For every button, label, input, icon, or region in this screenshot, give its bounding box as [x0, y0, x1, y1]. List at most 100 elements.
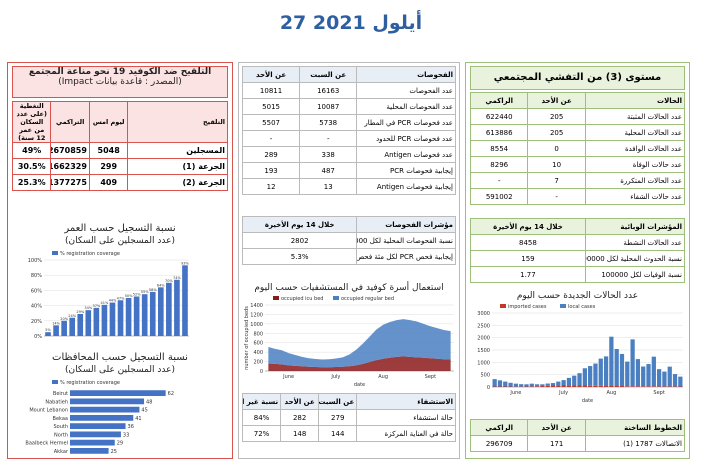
bar [77, 313, 84, 336]
value-label: 36 [128, 424, 134, 430]
chart-title: استعمال أسرة كوفيد في المستشفيات حسب الي… [254, 283, 444, 293]
value-label: 20% [60, 317, 68, 321]
y-tick-label: 400 [253, 350, 263, 356]
table-cell: 0 [527, 140, 586, 157]
table-cell: عدد فحوصات Antigen [356, 146, 456, 163]
table-row: المسجلين 5048 2670859 49% [11, 142, 228, 159]
bar-segment [577, 385, 582, 387]
table-cell: 10087 [299, 98, 358, 115]
bar [70, 423, 126, 430]
outbreak-title: مستوى (3) من التفشي المجتمعي [470, 66, 685, 90]
y-tick-label: Nabatieh [45, 399, 68, 405]
bar-segment [572, 375, 577, 386]
bar-segment [657, 386, 662, 387]
table-cell: التغطية (على عدد السكان من عمر 12 سنة) [11, 101, 52, 143]
x-axis-label: date [354, 382, 365, 387]
bar [70, 431, 121, 438]
table-cell: عدد فحوصات PCR في المطار [356, 114, 456, 131]
bar-segment [556, 385, 561, 387]
table-cell: 279 [318, 409, 358, 426]
table: الفحوصات عن السبت عن الأحد عدد الفحوصات 1616… [241, 66, 456, 195]
table-row: عدد فحوصات Antigen 338 289 [241, 146, 456, 163]
bar-segment [561, 385, 566, 387]
bar-segment [603, 356, 609, 387]
bar [53, 325, 59, 336]
table-row: مؤشرات الفحوصات خلال 14 يوم الأخيرة [241, 216, 456, 233]
table-cell: 148 [280, 425, 320, 442]
table-cell: عدد الحالات المحلية [584, 124, 686, 141]
bar-segment [561, 380, 566, 386]
bar [125, 298, 132, 336]
table-cell: 10 [527, 156, 586, 173]
bar [70, 390, 166, 397]
table-cell: الجرعة (1) [127, 158, 228, 175]
value-label: 37% [92, 304, 100, 308]
bar-segment [577, 373, 582, 386]
bar-segment [614, 349, 619, 387]
bar-segment [545, 383, 550, 386]
bar-segment [513, 383, 518, 387]
value-label: 58% [149, 288, 157, 292]
table-cell: 72% [241, 425, 282, 442]
table-cell: عن الأحد [241, 66, 301, 83]
table-cell: عدد الحالات الوافدة [584, 140, 686, 157]
table-cell: 30.5% [11, 158, 52, 175]
table-cell: عدد حالات الوفاة [584, 156, 686, 173]
table-row: حالة في العناية المركزة 144 148 72% [241, 425, 456, 442]
table-cell: نسبة الوفيات لكل 100000 [584, 266, 686, 283]
y-tick-label: 3000 [477, 311, 490, 317]
governorate-chart: % registration coverage Beirut 62 Nabatieh 4… [25, 380, 174, 455]
table-row: عدد فحوصات PCR للحدود - - [241, 130, 456, 147]
bar-segment [641, 386, 646, 387]
table-cell: عن السبت [318, 393, 358, 410]
table-cell: عن الأحد [527, 419, 586, 436]
table-row: عدد الحالات المثبتة 205 622440 [469, 108, 686, 125]
y-tick-label: 100% [28, 258, 43, 264]
table-cell: إيجابية فحوصات PCR [356, 162, 456, 179]
bar-segment [635, 359, 641, 387]
legend-label: imported cases [508, 304, 547, 310]
table-row: الاتصالات 1787 (1) 171 296709 [469, 435, 686, 452]
table-cell: - [241, 130, 301, 147]
table: التلقيح ليوم امس التراكمي التغطية (على عدد … [11, 101, 228, 191]
table-cell: 299 [88, 158, 129, 175]
bar-segment [651, 356, 656, 387]
bar [61, 320, 67, 336]
bar-segment [588, 385, 593, 387]
x-tick-label: Sept [653, 390, 664, 396]
table-row: إيجابية فحوصات Antigen 13 12 [241, 178, 456, 195]
value-label: 50% [125, 294, 133, 298]
table-cell: 1662329 [50, 158, 90, 175]
table-cell: 8458 [470, 234, 586, 251]
chart-title: نسبة التسجيل حسب العمر [64, 223, 176, 234]
table-cell: إيجابية فحوصات Antigen [356, 178, 456, 195]
chart-title: عدد الحالات الجديدة حسب اليوم [516, 291, 639, 301]
y-tick-label: 1400 [250, 303, 263, 309]
table-cell: عدد الحالات المتكررة [584, 172, 686, 189]
table-cell: عدد حالات الشفاء [584, 188, 686, 205]
y-tick-label: North [54, 432, 68, 438]
table-cell: عدد الفحوصات المحلية [356, 98, 456, 115]
y-tick-label: 60% [31, 288, 42, 294]
x-tick-label: Aug [606, 390, 616, 396]
value-label: 64% [157, 283, 165, 287]
y-tick-label: 20% [31, 319, 42, 325]
table-cell: 2670859 [50, 142, 90, 159]
bar-segment [534, 384, 540, 387]
vaccination-table: التلقيح ليوم امس التراكمي التغطية (على عدد … [11, 101, 228, 191]
table-cell: 613886 [469, 124, 529, 141]
bar-segment [635, 386, 641, 387]
table-row: حالة استشفاء 279 282 84% [241, 409, 456, 426]
table: الخطوط الساخنة عن الأحد الراكمي الاتصالات 1… [469, 419, 686, 452]
bar-segment [614, 386, 619, 387]
bar-segment [582, 385, 587, 387]
bar-segment [566, 385, 572, 387]
bar [182, 265, 188, 336]
value-label: 47% [117, 296, 125, 300]
bar-segment [672, 374, 678, 387]
table-cell: المسجلين [127, 142, 228, 159]
table-row: الجرعة (2) 409 1377275 25.3% [11, 174, 228, 191]
